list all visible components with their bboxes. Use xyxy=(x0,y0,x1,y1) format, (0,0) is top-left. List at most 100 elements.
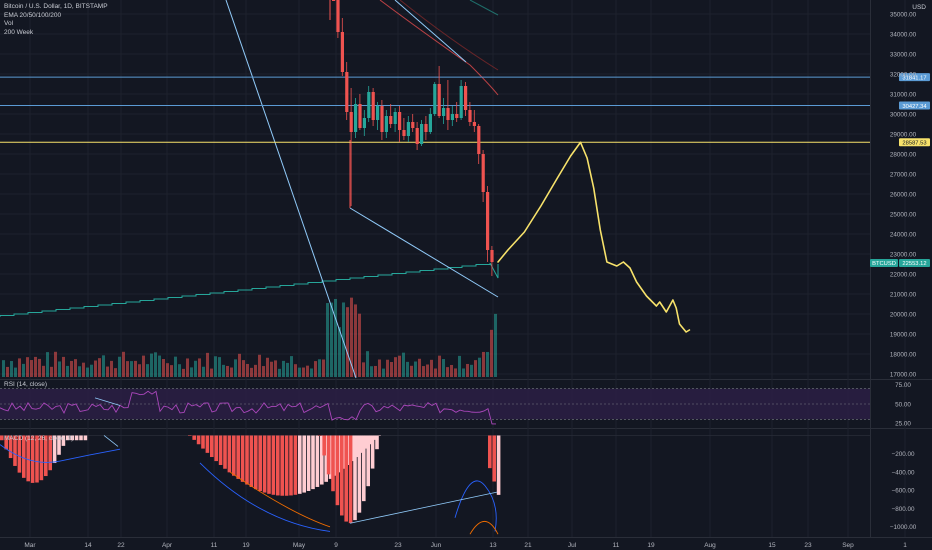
price-tick-label: 21000.00 xyxy=(890,291,917,298)
volume-bar xyxy=(402,352,405,377)
indicator-200week[interactable]: 200 Week xyxy=(4,28,34,36)
indicator-vol[interactable]: Vol xyxy=(4,20,14,28)
price-tick-label: 27000.00 xyxy=(890,171,917,178)
volume-bar xyxy=(70,360,73,377)
volume-bar xyxy=(202,366,205,377)
volume-bar xyxy=(238,353,241,377)
macd-histogram-bar xyxy=(188,435,192,436)
volume-bar xyxy=(138,364,141,377)
candle-body xyxy=(472,122,476,126)
time-tick-label: 15 xyxy=(768,542,776,549)
time-tick-label: Apr xyxy=(162,542,173,549)
price-axis[interactable]: 17000.00 18000.00 19000.00 20000.00 21000.00… xyxy=(890,11,917,378)
rsi-tick-label: 25.00 xyxy=(895,420,911,427)
volume-bar xyxy=(134,360,137,377)
volume-bar xyxy=(350,297,353,377)
macd-histogram-bar xyxy=(333,435,337,476)
trendline-diagonal xyxy=(225,0,357,379)
volume-bar xyxy=(430,359,433,377)
volume-bar xyxy=(290,356,293,377)
trendlines[interactable] xyxy=(225,0,499,379)
time-tick-label: 21 xyxy=(524,542,532,549)
price-label-text: 28587.53 xyxy=(902,141,926,147)
volume-bar xyxy=(250,367,253,377)
macd-histogram-bar xyxy=(353,435,357,521)
volume-bars xyxy=(2,297,497,377)
price-tick-label: 25000.00 xyxy=(890,211,917,218)
volume-bar xyxy=(354,304,357,377)
volume-bar xyxy=(178,364,181,377)
volume-bar xyxy=(470,364,473,377)
macd-histogram-bar xyxy=(0,435,4,441)
macd-histogram-bar xyxy=(30,435,35,483)
volume-bar xyxy=(230,367,233,377)
candle-body xyxy=(393,112,397,124)
macd-histogram-bar xyxy=(70,435,74,441)
time-tick-label: 9 xyxy=(334,542,338,549)
volume-bar xyxy=(222,364,225,377)
volume-bar xyxy=(198,358,201,377)
signal-line-2 xyxy=(469,520,499,535)
macd-histogram-bar xyxy=(52,435,57,464)
macd-histogram-bar xyxy=(210,435,214,458)
price-label-text: BTCUSD xyxy=(872,261,896,267)
rsi-legend[interactable]: RSI (14, close) xyxy=(4,381,47,388)
macd-histogram-bar xyxy=(364,435,368,449)
time-tick-label: Sep xyxy=(842,542,854,549)
macd-histogram-bar xyxy=(240,435,245,482)
macd-histogram-bar xyxy=(232,435,236,476)
candle-body xyxy=(362,118,366,128)
rsi-pane: 75.00 50.00 25.00 xyxy=(0,382,911,427)
indicator-ema[interactable]: EMA 20/50/100/200 xyxy=(4,11,62,19)
candle-body xyxy=(450,114,454,120)
macd-histogram-bar xyxy=(289,435,293,496)
volume-bar xyxy=(50,366,53,377)
macd-histogram-bar xyxy=(324,435,328,482)
macd-histogram-bar xyxy=(306,435,311,491)
volume-bar xyxy=(166,363,169,377)
candle-body xyxy=(477,126,481,154)
volume-bar xyxy=(122,351,125,377)
candle-body xyxy=(459,86,463,118)
macd-histogram-bar xyxy=(48,435,52,471)
volume-bar xyxy=(214,356,217,377)
candle-body xyxy=(437,84,441,116)
price-tick-label: 29000.00 xyxy=(890,131,917,138)
time-axis[interactable]: Mar 14 22 Apr 11 19 May 9 23 Jun 13 21 Jul 11 19 Aug 15 2… xyxy=(24,542,907,549)
volume-bar xyxy=(282,360,285,377)
macd-histogram-bar xyxy=(496,435,501,495)
volume-bar xyxy=(438,355,441,377)
macd-histogram-bar xyxy=(262,435,267,493)
volume-bar xyxy=(118,356,121,377)
volume-bar xyxy=(114,368,117,377)
volume-bar xyxy=(302,367,305,377)
volume-bar xyxy=(330,302,333,377)
projection-drawing[interactable] xyxy=(497,141,691,333)
volume-bar xyxy=(226,365,229,377)
volume-bar xyxy=(258,354,261,377)
time-tick-label: 22 xyxy=(117,542,125,549)
volume-bar xyxy=(426,364,429,377)
volume-bar xyxy=(86,367,89,377)
macd-tick-label: −800.00 xyxy=(892,506,915,513)
macd-histogram-bar xyxy=(223,435,227,469)
candle-body xyxy=(371,92,375,120)
price-tick-label: 28000.00 xyxy=(890,151,917,158)
volume-bar xyxy=(150,353,153,377)
volume-bar xyxy=(286,362,289,377)
macd-histogram-bar xyxy=(218,435,223,465)
macd-histogram-bar xyxy=(348,435,353,524)
candle-body xyxy=(398,112,402,130)
macd-legend[interactable]: MACD (12, 26, close, 9) xyxy=(4,435,74,442)
volume-bar xyxy=(294,364,297,377)
macd-histogram-bar xyxy=(322,435,326,456)
price-tick-label: 17000.00 xyxy=(890,371,917,378)
volume-bar xyxy=(266,357,269,377)
volume-bar xyxy=(450,364,453,377)
macd-histogram-bar xyxy=(57,435,61,455)
volume-bar xyxy=(394,357,397,377)
volume-bar xyxy=(146,364,149,377)
symbol-title: Bitcoin / U.S. Dollar, 1D, BITSTAMP xyxy=(4,3,108,10)
time-tick-label: 23 xyxy=(394,542,402,549)
